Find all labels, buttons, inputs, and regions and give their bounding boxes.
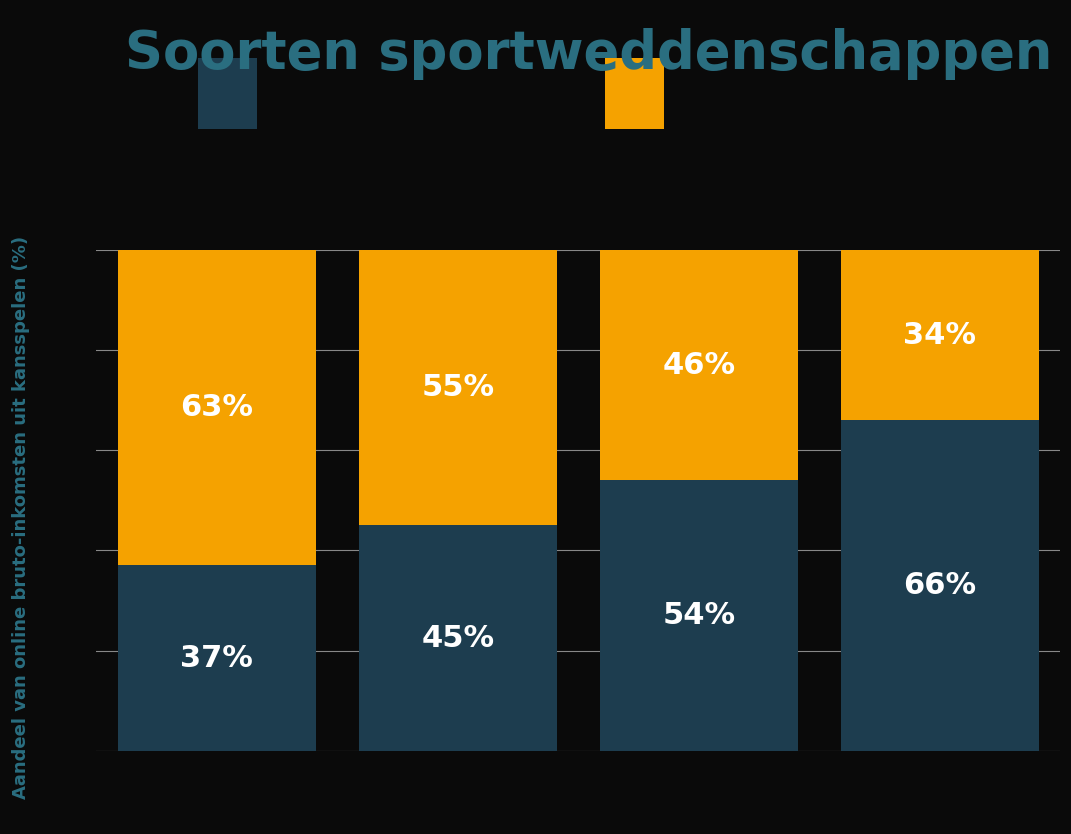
Bar xyxy=(359,525,557,751)
Text: 63%: 63% xyxy=(180,394,254,422)
Text: 54%: 54% xyxy=(662,601,736,630)
Text: 34%: 34% xyxy=(903,321,977,349)
Bar xyxy=(359,250,557,525)
Text: 37%: 37% xyxy=(180,644,254,672)
Text: 45%: 45% xyxy=(421,624,495,652)
Bar xyxy=(600,480,798,751)
Bar xyxy=(841,420,1039,751)
Text: 46%: 46% xyxy=(662,351,736,379)
Bar xyxy=(600,250,798,480)
Bar xyxy=(118,565,316,751)
Bar xyxy=(841,250,1039,420)
Bar xyxy=(118,250,316,565)
FancyBboxPatch shape xyxy=(601,53,668,134)
Text: Soorten sportweddenschappen: Soorten sportweddenschappen xyxy=(125,28,1053,80)
FancyBboxPatch shape xyxy=(194,53,261,134)
Text: 66%: 66% xyxy=(903,571,977,600)
Text: Aandeel van online bruto-inkomsten uit kansspelen (%): Aandeel van online bruto-inkomsten uit k… xyxy=(13,235,30,799)
Text: 55%: 55% xyxy=(421,374,495,402)
